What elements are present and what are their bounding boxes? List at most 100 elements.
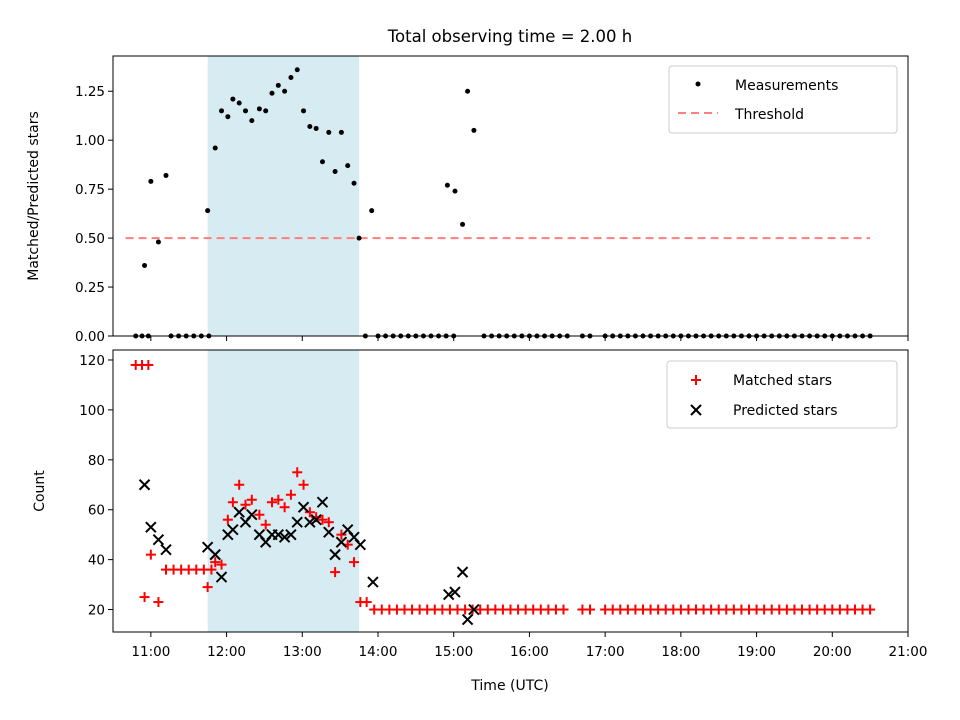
measurement-point xyxy=(326,129,332,135)
legend-measurements-marker xyxy=(695,81,701,87)
predicted-star-point xyxy=(367,576,379,588)
measurement-point xyxy=(230,96,236,102)
y-tick-label: 0.00 xyxy=(75,329,105,345)
matched-star-point xyxy=(279,502,290,513)
matched-star-point xyxy=(216,559,227,570)
predicted-star-point xyxy=(215,571,228,583)
matched-star-point xyxy=(246,494,257,505)
predicted-star-point xyxy=(442,588,455,601)
measurement-point xyxy=(275,82,281,88)
predicted-star-stroke-b xyxy=(468,603,480,616)
matched-star-point xyxy=(323,517,334,528)
matched-star-point xyxy=(865,604,876,615)
bottom-panel: 20 40 60 80 100 120 11:00 12:00 13:00 14:00 15:00… xyxy=(32,349,927,694)
legend-predicted-label: Predicted stars xyxy=(733,403,838,419)
measurement-point xyxy=(205,208,211,214)
measurement-point xyxy=(369,208,375,214)
measurement-point xyxy=(243,108,248,114)
top-axes-frame xyxy=(112,55,909,337)
measurement-point xyxy=(148,178,154,184)
predicted-star-stroke-b xyxy=(329,548,341,561)
legend-threshold-label: Threshold xyxy=(734,107,804,123)
measurement-point xyxy=(249,118,255,124)
chart-title: Total observing time = 2.00 h xyxy=(387,27,632,46)
predicted-star-stroke-b xyxy=(215,571,228,583)
matched-star-point xyxy=(558,604,569,615)
matched-star-point xyxy=(206,564,217,575)
x-tick-label: 19:00 xyxy=(737,644,776,660)
x-tick-label: 13:00 xyxy=(283,644,322,660)
matched-star-point xyxy=(336,529,347,540)
predicted-star-point xyxy=(209,548,221,561)
predicted-star-stroke-b xyxy=(209,548,221,561)
predicted-star-stroke-b xyxy=(442,588,455,601)
measurement-point xyxy=(319,159,325,165)
predicted-stars-points xyxy=(138,479,480,626)
predicted-star-stroke-b xyxy=(367,576,379,588)
legend-x-b xyxy=(690,404,702,416)
measurements-points xyxy=(133,67,873,339)
predicted-star-stroke-b xyxy=(456,566,469,578)
matched-star-point xyxy=(330,567,341,578)
predicted-star-point xyxy=(272,528,285,541)
predicted-star-point xyxy=(310,513,322,526)
predicted-star-stroke-b xyxy=(291,516,303,528)
top-y-ticks: 0.00 0.25 0.50 0.75 1.00 1.25 xyxy=(75,84,113,345)
measurement-point xyxy=(142,263,148,269)
predicted-star-point xyxy=(468,603,480,616)
measurement-point xyxy=(212,145,218,151)
measurement-point xyxy=(345,163,351,169)
predicted-star-stroke-b xyxy=(145,521,157,533)
matched-star-point xyxy=(317,514,328,525)
bottom-y-ticks: 20 40 60 80 100 120 xyxy=(79,353,113,619)
x-tick-label: 12:00 xyxy=(207,644,246,660)
matched-star-point xyxy=(227,497,238,508)
y-tick-label: 0.75 xyxy=(75,182,105,198)
y-tick-label: 120 xyxy=(79,353,105,369)
legend-predicted-marker xyxy=(690,404,702,416)
top-x-ticks xyxy=(150,336,909,341)
measurement-point xyxy=(225,114,231,120)
top-legend-box xyxy=(668,65,898,134)
predicted-star-point xyxy=(160,543,172,556)
bottom-axes-frame xyxy=(112,349,909,633)
predicted-star-stroke-b xyxy=(304,516,316,528)
predicted-star-stroke-b xyxy=(354,538,367,551)
y-tick-label: 40 xyxy=(88,553,105,569)
matched-star-point xyxy=(234,479,245,490)
predicted-star-point xyxy=(449,586,461,598)
matched-star-point xyxy=(292,467,303,478)
matched-star-point xyxy=(222,514,233,525)
x-tick-label: 18:00 xyxy=(661,644,700,660)
x-tick-label: 15:00 xyxy=(434,644,473,660)
bottom-legend-box xyxy=(666,360,898,429)
observing-window-span-bottom xyxy=(207,350,360,632)
x-tick-label: 14:00 xyxy=(359,644,398,660)
x-tick-label: 11:00 xyxy=(131,644,170,660)
predicted-star-stroke-b xyxy=(253,528,266,541)
predicted-star-stroke-b xyxy=(335,536,348,548)
y-tick-label: 1.00 xyxy=(75,133,105,149)
measurement-point xyxy=(332,169,338,175)
measurement-point xyxy=(163,172,169,178)
measurement-point xyxy=(465,88,471,94)
measurement-point xyxy=(301,108,307,114)
predicted-star-point xyxy=(297,501,310,513)
matched-star-point xyxy=(139,592,150,603)
measurement-point xyxy=(307,123,313,129)
matched-star-point xyxy=(210,557,221,568)
matched-star-point xyxy=(349,557,360,568)
y-tick-label: 20 xyxy=(88,603,105,619)
predicted-star-stroke-b xyxy=(152,533,165,546)
predicted-star-stroke-b xyxy=(138,479,151,491)
measurement-point xyxy=(263,108,269,114)
predicted-star-point xyxy=(316,496,329,508)
predicted-star-stroke-b xyxy=(246,509,258,521)
matched-star-point xyxy=(240,499,251,510)
predicted-star-point xyxy=(354,538,367,551)
matched-star-point xyxy=(202,582,213,593)
matched-star-point xyxy=(585,604,595,615)
y-tick-label: 0.25 xyxy=(75,280,105,296)
legend-measurements-label: Measurements xyxy=(735,78,838,94)
